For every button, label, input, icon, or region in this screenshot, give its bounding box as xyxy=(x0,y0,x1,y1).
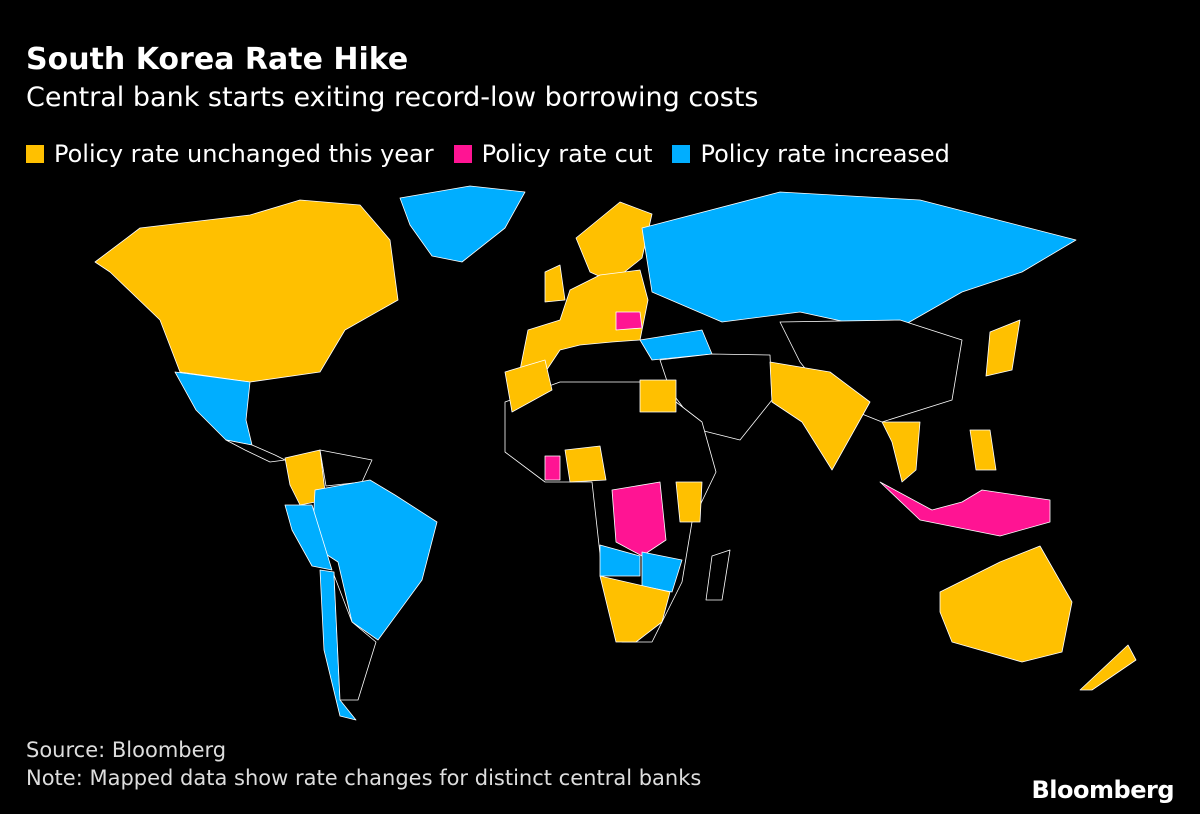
region-zambia-zimbabwe xyxy=(641,551,683,593)
legend-label: Policy rate increased xyxy=(700,140,950,168)
source-note: Source: Bloomberg xyxy=(26,738,227,762)
region-argentina xyxy=(333,574,377,701)
region-australia xyxy=(939,545,1073,663)
legend-item-increased: Policy rate increased xyxy=(672,140,950,168)
region-north-africa xyxy=(504,359,553,413)
region-romania xyxy=(615,311,643,331)
region-north-america-us-canada xyxy=(94,199,399,383)
region-nigeria xyxy=(564,445,607,483)
region-new-zealand xyxy=(1079,644,1137,691)
region-greenland xyxy=(399,185,526,263)
region-angola xyxy=(599,544,641,577)
region-southeast-asia xyxy=(881,421,921,483)
legend-swatch xyxy=(453,145,472,163)
region-peru xyxy=(284,504,333,571)
legend-item-cut: Policy rate cut xyxy=(453,140,653,168)
region-europe xyxy=(519,269,649,381)
legend-label: Policy rate unchanged this year xyxy=(54,140,434,168)
region-japan xyxy=(985,319,1021,377)
legend-swatch xyxy=(26,145,44,163)
bloomberg-logo: Bloomberg xyxy=(1031,776,1175,804)
region-scandinavia xyxy=(575,201,653,283)
region-india xyxy=(769,361,871,471)
legend-label: Policy rate cut xyxy=(481,140,653,168)
legend-item-unchanged: Policy rate unchanged this year xyxy=(26,140,434,168)
region-indonesia xyxy=(879,481,1051,537)
region-philippines xyxy=(969,429,997,471)
chart-subtitle: Central bank starts exiting record-low b… xyxy=(26,82,759,113)
region-dr-congo xyxy=(611,481,667,557)
region-madagascar xyxy=(705,549,731,601)
world-map xyxy=(94,185,1137,721)
chart-title: South Korea Rate Hike xyxy=(26,42,409,77)
region-mexico xyxy=(174,371,253,446)
region-chile xyxy=(319,569,357,721)
region-egypt xyxy=(639,379,677,413)
region-central-america xyxy=(225,439,286,463)
footnote: Note: Mapped data show rate changes for … xyxy=(26,766,702,790)
region-russia-central-asia xyxy=(641,191,1077,333)
legend: Policy rate unchanged this year Policy r… xyxy=(26,140,950,168)
region-venezuela xyxy=(319,449,373,487)
legend-swatch xyxy=(672,145,691,163)
region-uk xyxy=(544,264,566,303)
region-ghana xyxy=(544,455,561,481)
region-southern-africa xyxy=(599,575,671,643)
region-kenya xyxy=(675,481,703,523)
